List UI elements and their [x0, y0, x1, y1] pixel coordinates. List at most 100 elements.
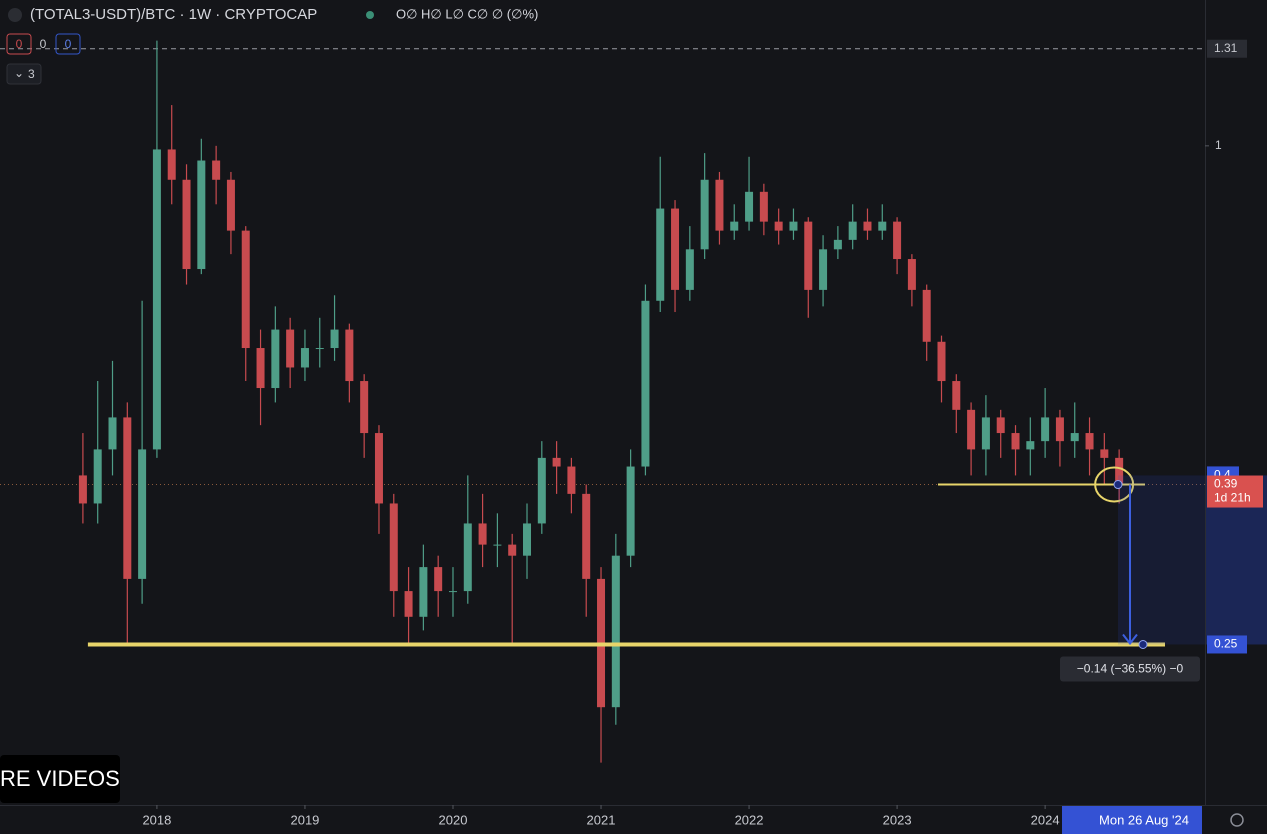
candle-body — [730, 221, 739, 231]
candle-body — [907, 259, 916, 290]
candle-body — [848, 221, 857, 240]
x-tick-label: 2022 — [735, 812, 764, 827]
candle-body — [182, 179, 191, 270]
candle-body — [1041, 417, 1050, 442]
candle-body — [108, 417, 117, 450]
candle-body — [374, 433, 383, 504]
settings-icon[interactable] — [1230, 813, 1244, 827]
candle-body — [286, 329, 295, 368]
candle-body — [700, 179, 709, 250]
price-label-box — [1207, 39, 1247, 58]
candle-body — [967, 409, 976, 450]
candle-body — [478, 523, 487, 545]
candle-body — [789, 221, 798, 231]
candle-body — [1055, 417, 1064, 442]
indicator-box[interactable] — [6, 33, 32, 55]
candle-body — [715, 179, 724, 231]
status-dot — [366, 11, 374, 19]
y-tick-label: 1 — [1215, 138, 1222, 152]
candle-body — [197, 160, 206, 270]
indicator-count: 0 — [40, 37, 47, 51]
measure-handle — [1138, 639, 1148, 649]
candle-body — [389, 503, 398, 592]
candle-body — [833, 239, 842, 250]
candle-body — [300, 348, 309, 368]
candle-body — [493, 544, 502, 546]
candle-body — [759, 191, 768, 222]
price-label: 0.39 — [1214, 477, 1238, 491]
chart-title[interactable]: (TOTAL3-USDT)/BTC · 1W · CRYPTOCAP — [30, 6, 317, 23]
x-tick-label: 2021 — [587, 812, 616, 827]
candle-body — [1070, 433, 1079, 442]
collapse-button[interactable] — [6, 63, 42, 85]
candle-body — [1011, 433, 1020, 450]
candle-body — [330, 329, 339, 349]
candle-body — [1100, 449, 1109, 458]
candle-body — [78, 475, 87, 504]
date-label-box — [1062, 806, 1202, 834]
candle-body — [582, 493, 591, 579]
candle-body — [567, 466, 576, 494]
price-label-box — [1207, 475, 1263, 508]
candle-body — [345, 329, 354, 382]
candle-body — [611, 555, 620, 708]
candle-body — [315, 348, 324, 350]
indicator-count: 0 — [16, 37, 23, 51]
chevron: ⌄ — [14, 66, 24, 80]
measure-handle — [1113, 480, 1123, 490]
candle-body — [656, 208, 665, 301]
candle-body — [671, 208, 680, 290]
x-tick-label: 2024 — [1031, 812, 1060, 827]
candle-body — [641, 300, 650, 467]
candle-body — [226, 179, 235, 231]
price-label: 0.25 — [1214, 637, 1238, 651]
measure-label-box — [1060, 656, 1200, 682]
price-label-box — [1207, 635, 1247, 654]
candle-body — [774, 221, 783, 231]
candle-body — [523, 523, 532, 556]
x-tick-label: 2019 — [290, 812, 319, 827]
candle-body — [463, 523, 472, 592]
candle-body — [626, 466, 635, 556]
candle-body — [152, 149, 161, 450]
countdown: 1d 21h — [1214, 491, 1251, 505]
price-label: 1.31 — [1214, 41, 1238, 55]
collapsed-count: 3 — [28, 67, 35, 81]
measure-range — [1118, 475, 1205, 645]
candle-body — [93, 449, 102, 504]
candle-body — [804, 221, 813, 290]
plot — [0, 40, 1205, 763]
candle-body — [952, 381, 961, 410]
candle-body — [537, 457, 546, 524]
candle-body — [123, 417, 132, 579]
video-overlay[interactable] — [0, 755, 120, 803]
candle-body — [922, 289, 931, 342]
candle-body — [1026, 441, 1035, 450]
indicator-box[interactable] — [55, 33, 81, 55]
candle-body — [1115, 457, 1124, 485]
candle-body — [271, 329, 280, 389]
highlight-circle — [1094, 466, 1135, 503]
candle-body — [434, 567, 443, 592]
overlay-text: RE VIDEOS — [0, 766, 120, 791]
x-tick-label: 2023 — [883, 812, 912, 827]
candle-body — [419, 567, 428, 617]
ohlc-legend: O∅ H∅ L∅ C∅ ∅ (∅%) — [396, 6, 538, 21]
candle-body — [212, 160, 221, 180]
candle-body — [745, 191, 754, 222]
candle-body — [878, 221, 887, 231]
indicator-count: 0 — [65, 37, 72, 51]
candle-body — [863, 221, 872, 231]
candle-body — [508, 544, 517, 556]
candle-body — [360, 381, 369, 434]
x-tick-label: 2018 — [142, 812, 171, 827]
symbol-icon — [8, 8, 22, 22]
measure-label: −0.14 (−36.55%) −0 — [1077, 662, 1184, 676]
candle-body — [552, 457, 561, 467]
candle-body — [241, 230, 250, 349]
candle-body — [167, 149, 176, 180]
candle-body — [138, 449, 147, 579]
candle-body — [819, 249, 828, 290]
